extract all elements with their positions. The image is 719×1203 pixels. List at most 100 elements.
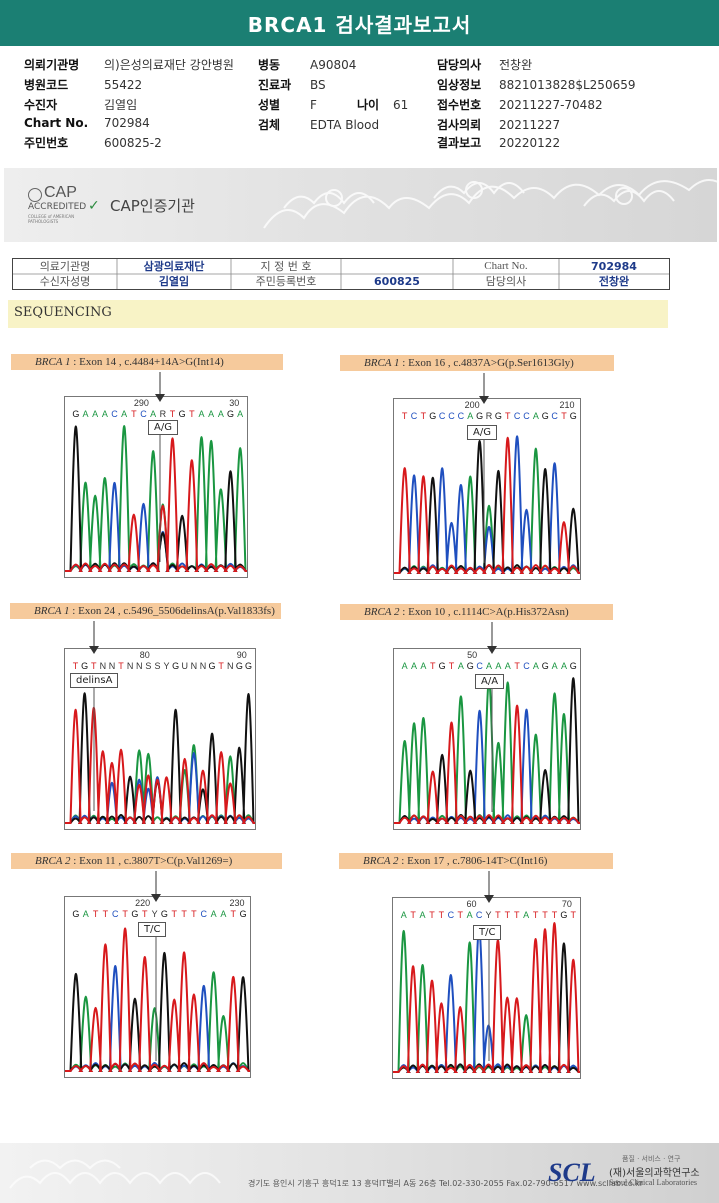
trace-plot: 60 70A T A T T C T A C Y T T T A T T T G T bbox=[393, 899, 580, 1073]
base-call: T bbox=[218, 661, 224, 671]
scl-logo: SCL bbox=[548, 1158, 596, 1187]
position-number: 290 bbox=[134, 398, 149, 408]
header-age: 나이 61 bbox=[357, 98, 409, 112]
cap-certified-text: CAP인증기관 bbox=[110, 197, 195, 215]
position-number: 30 bbox=[229, 398, 239, 408]
gene-name: BRCA 1 bbox=[35, 356, 71, 368]
base-call: Y bbox=[485, 910, 491, 920]
base-call: A bbox=[401, 910, 407, 920]
base-call: G bbox=[429, 411, 436, 421]
base-call: G bbox=[476, 411, 483, 421]
base-call: A bbox=[198, 409, 204, 419]
position-number: 210 bbox=[559, 400, 574, 410]
gene-name: BRCA 2 bbox=[35, 855, 71, 867]
header-hospital: 의뢰기관명 의)은성의료재단 강안병원 bbox=[24, 58, 234, 72]
variant-label-2: BRCA 1 : Exon 16 , c.4837A>G(p.Ser1613Gl… bbox=[340, 355, 614, 371]
info-table: 의료기관명 삼광의료재단 지 정 번 호 Chart No. 702984 수신… bbox=[12, 258, 670, 290]
header-resident-no: 주민번호 600825-2 bbox=[24, 136, 162, 150]
variant-arrow-icon bbox=[155, 372, 165, 562]
base-call: N bbox=[136, 661, 143, 671]
scl-name-english: Seoul Clinical Laboratories bbox=[609, 1178, 697, 1187]
base-call: T bbox=[430, 661, 436, 671]
base-call: C bbox=[523, 661, 530, 671]
base-call: T bbox=[449, 661, 455, 671]
base-call: U bbox=[182, 661, 189, 671]
base-call: A bbox=[420, 661, 426, 671]
table-grid bbox=[13, 259, 669, 289]
base-call: A bbox=[121, 409, 127, 419]
cap-seal-icon bbox=[28, 188, 42, 202]
variant-description: : Exon 16 , c.4837A>G(p.Ser1613Gly) bbox=[399, 357, 574, 369]
header-hospital-code: 병원코드 55422 bbox=[24, 78, 143, 92]
base-call: G bbox=[570, 661, 577, 671]
base-call: G bbox=[131, 909, 138, 919]
base-call: T bbox=[514, 661, 520, 671]
footer bbox=[0, 1143, 719, 1203]
base-call: N bbox=[127, 661, 133, 671]
variant-description: : Exon 14 , c.4484+14A>G(Int14) bbox=[70, 356, 224, 368]
base-call: C bbox=[111, 409, 118, 419]
base-call: A bbox=[420, 910, 426, 920]
base-call: G bbox=[81, 661, 88, 671]
sequencing-bar bbox=[8, 300, 668, 328]
scl-tagline: 품질 · 서비스 · 연구 bbox=[622, 1155, 681, 1163]
base-call: C bbox=[458, 411, 465, 421]
trace-T bbox=[65, 927, 250, 1072]
header-report-date: 결과보고 20220122 bbox=[437, 136, 561, 150]
base-call: T bbox=[91, 661, 97, 671]
cap-logo: CAP ACCREDITED ✓ COLLEGE of AMERICAN PAT… bbox=[28, 184, 100, 224]
base-call: G bbox=[72, 909, 79, 919]
base-call: G bbox=[172, 661, 179, 671]
base-call: C bbox=[448, 411, 455, 421]
chromatogram-4: 50 A A A T G T A G C A A A T C A G A A G bbox=[393, 648, 581, 830]
variant-label-3: BRCA 1 : Exon 24 , c.5496_5506delinsA(p.… bbox=[10, 603, 281, 619]
base-call: C bbox=[439, 411, 446, 421]
base-call: R bbox=[160, 409, 167, 419]
base-call: Y bbox=[164, 661, 170, 671]
trace-plot: 290 30G A A A C A T C A R T G T A A A G A bbox=[65, 398, 247, 572]
base-call: A bbox=[208, 409, 214, 419]
base-call: A bbox=[552, 661, 558, 671]
base-call: C bbox=[112, 909, 119, 919]
base-call: T bbox=[131, 409, 137, 419]
base-call: A bbox=[83, 909, 89, 919]
base-call: R bbox=[486, 411, 493, 421]
variant-arrow-icon bbox=[151, 871, 161, 1061]
variant-description: : Exon 10 , c.1114C>A(p.His372Asn) bbox=[399, 606, 569, 618]
base-call: T bbox=[552, 910, 558, 920]
position-number: 80 bbox=[140, 650, 150, 660]
base-call: N bbox=[227, 661, 234, 671]
base-call: T bbox=[170, 409, 176, 419]
base-call: T bbox=[103, 909, 109, 919]
footer-pattern bbox=[9, 1159, 221, 1189]
base-call: T bbox=[189, 409, 195, 419]
base-call: A bbox=[220, 909, 226, 919]
variant-label-5: BRCA 2 : Exon 11 , c.3807T>C(p.Val1269=) bbox=[11, 853, 282, 869]
variant-label-4: BRCA 2 : Exon 10 , c.1114C>A(p.His372Asn… bbox=[340, 604, 613, 620]
header-specimen: 검체 EDTA Blood bbox=[258, 118, 380, 132]
header-receipt-no: 접수번호 20211227-70482 bbox=[437, 98, 603, 112]
trace-T bbox=[65, 706, 255, 824]
header-department: 진료과 BS bbox=[258, 78, 326, 92]
base-call: S bbox=[154, 661, 160, 671]
trace-plot: 80 90T G T N N T N N S S Y G U N N G T N G G bbox=[65, 650, 255, 824]
gene-name: BRCA 2 bbox=[363, 855, 399, 867]
checkmark-icon: ✓ bbox=[88, 198, 100, 214]
base-call: G bbox=[245, 661, 252, 671]
base-call: A bbox=[533, 661, 539, 671]
base-call: T bbox=[93, 909, 99, 919]
base-call: Y bbox=[152, 909, 158, 919]
base-call: A bbox=[102, 409, 108, 419]
variant-description: : Exon 11 , c.3807T>C(p.Val1269=) bbox=[70, 855, 233, 867]
base-call: A bbox=[533, 411, 539, 421]
variant-label-6: BRCA 2 : Exon 17 , c.7806-14T>C(Int16) bbox=[339, 853, 613, 869]
base-call: N bbox=[191, 661, 198, 671]
header-request-date: 검사의뢰 20211227 bbox=[437, 118, 561, 132]
genotype-callout: A/G bbox=[148, 420, 178, 435]
base-call: A bbox=[495, 661, 501, 671]
base-call: G bbox=[236, 661, 243, 671]
header-patient: 수진자 김열임 bbox=[24, 98, 138, 112]
genotype-callout: A/A bbox=[475, 674, 505, 689]
genotype-callout: delinsA bbox=[70, 673, 119, 688]
base-call: C bbox=[411, 411, 418, 421]
